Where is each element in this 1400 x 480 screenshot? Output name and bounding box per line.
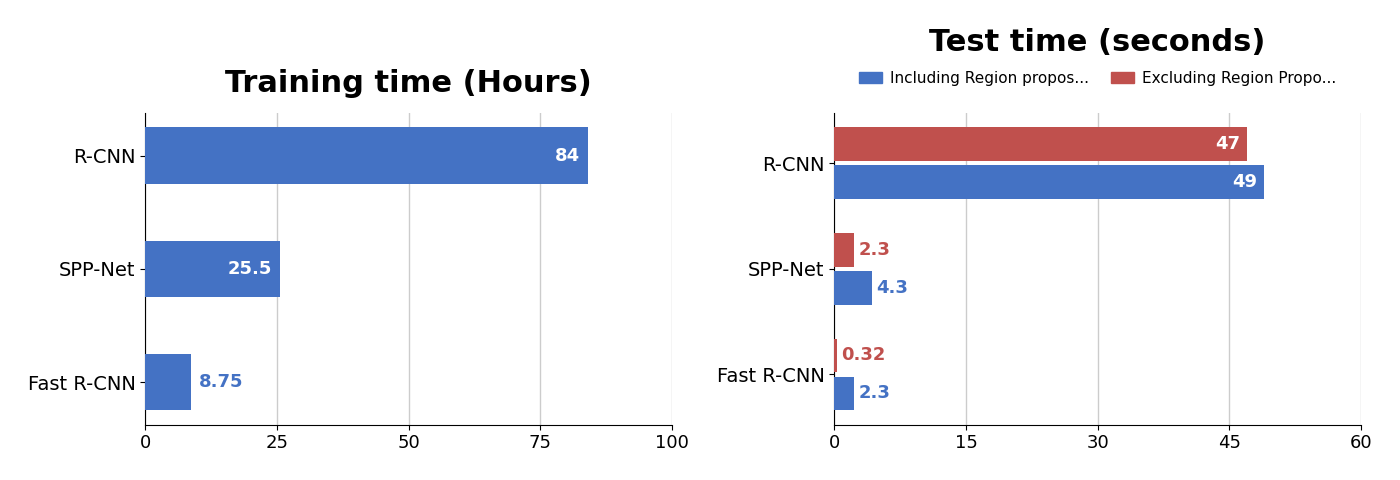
Text: 8.75: 8.75 — [199, 373, 244, 391]
Text: 4.3: 4.3 — [876, 279, 909, 297]
Bar — [834, 127, 1247, 161]
Legend: Including Region propos..., Excluding Region Propo...: Including Region propos..., Excluding Re… — [853, 65, 1343, 92]
Bar — [146, 354, 192, 410]
Text: 49: 49 — [1232, 173, 1257, 192]
Bar — [834, 377, 854, 410]
Bar — [834, 271, 872, 305]
Text: 84: 84 — [554, 147, 580, 165]
Text: 0.32: 0.32 — [841, 347, 886, 364]
Bar — [834, 233, 854, 267]
Title: Training time (Hours): Training time (Hours) — [225, 70, 592, 98]
Bar — [146, 240, 280, 297]
Title: Test time (seconds): Test time (seconds) — [930, 28, 1266, 57]
Text: 25.5: 25.5 — [227, 260, 272, 278]
Text: 2.3: 2.3 — [858, 384, 890, 402]
Text: 47: 47 — [1215, 135, 1240, 153]
Bar — [146, 127, 588, 184]
Bar — [834, 338, 837, 372]
Bar — [834, 166, 1264, 199]
Text: 2.3: 2.3 — [858, 241, 890, 259]
